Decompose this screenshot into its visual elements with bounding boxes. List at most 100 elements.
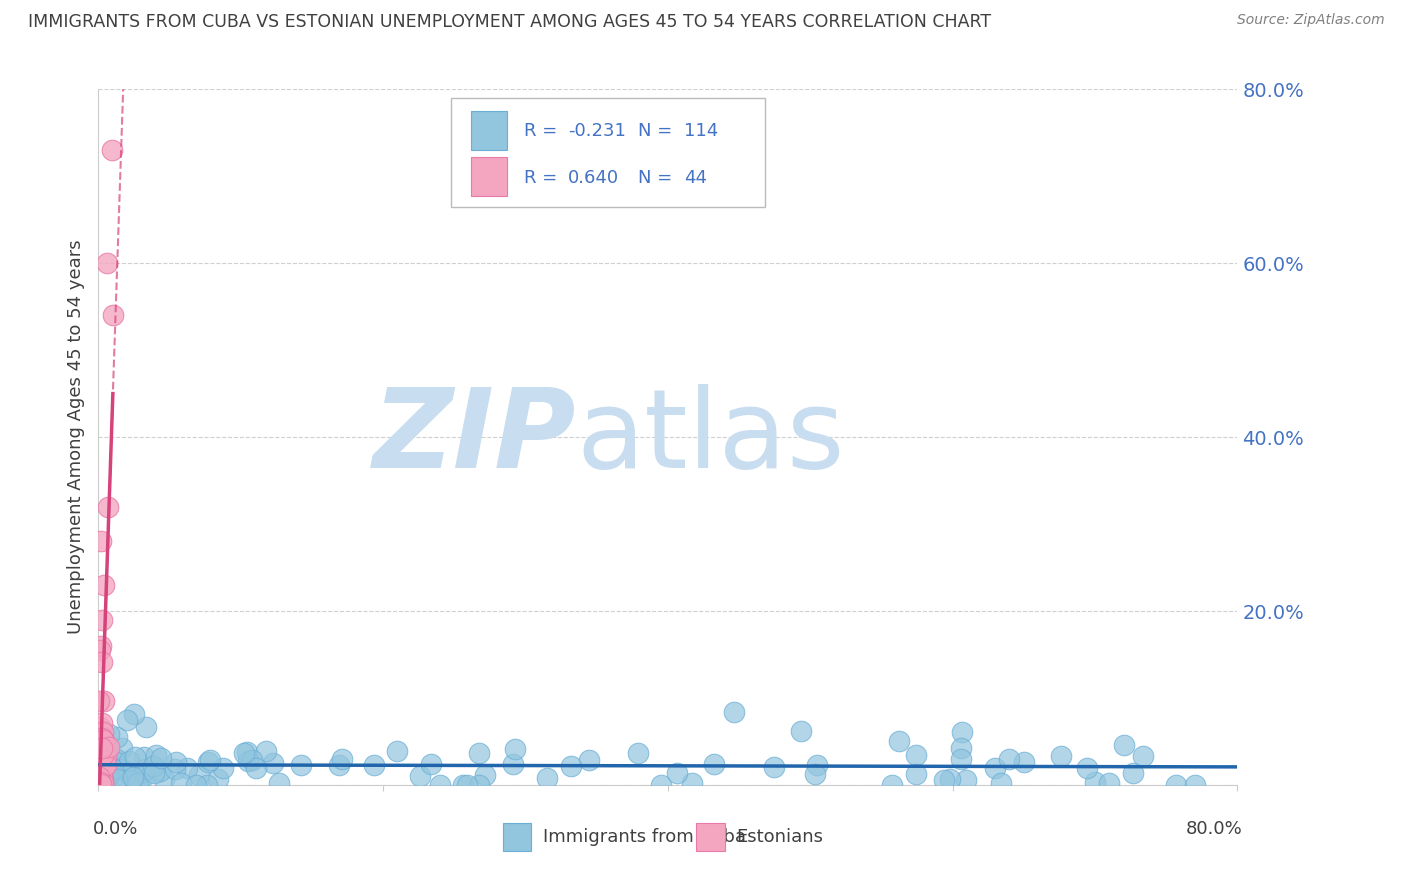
- Point: [91, 656, 114, 670]
- Point: [97, 770, 120, 784]
- Point: [456, 778, 478, 792]
- Point: [98, 759, 121, 773]
- Point: [1012, 755, 1035, 769]
- Point: [93, 578, 115, 592]
- Point: [89, 693, 111, 707]
- Point: [89, 758, 111, 772]
- Point: [184, 778, 207, 792]
- Point: [118, 754, 141, 768]
- Point: [1084, 774, 1107, 789]
- Point: [87, 756, 110, 770]
- Point: [211, 761, 233, 775]
- Point: [94, 757, 117, 772]
- Point: [1122, 765, 1144, 780]
- Point: [93, 694, 115, 708]
- Point: [681, 775, 703, 789]
- Point: [905, 767, 928, 781]
- Point: [503, 742, 526, 756]
- Point: [1132, 749, 1154, 764]
- Point: [806, 757, 828, 772]
- Point: [703, 756, 725, 771]
- Point: [91, 776, 114, 790]
- Point: [143, 765, 166, 780]
- Bar: [503, 823, 531, 851]
- Point: [93, 759, 115, 773]
- Point: [453, 778, 475, 792]
- Point: [880, 778, 903, 792]
- Point: [153, 772, 176, 787]
- Point: [89, 753, 111, 767]
- Point: [1114, 739, 1136, 753]
- Point: [165, 756, 187, 770]
- Point: [467, 778, 489, 792]
- Point: [950, 725, 973, 739]
- Point: [96, 758, 118, 772]
- Point: [232, 746, 254, 760]
- Point: [290, 758, 312, 772]
- Text: ZIP: ZIP: [373, 384, 576, 491]
- Point: [474, 768, 496, 782]
- Point: [105, 730, 128, 744]
- Point: [132, 749, 155, 764]
- Text: 114: 114: [683, 122, 718, 140]
- Point: [121, 770, 143, 784]
- Bar: [471, 157, 508, 195]
- Point: [195, 778, 218, 792]
- Point: [90, 731, 112, 746]
- Point: [238, 755, 260, 769]
- Point: [101, 143, 124, 157]
- Point: [111, 740, 134, 755]
- Point: [419, 757, 441, 772]
- Point: [650, 778, 672, 792]
- Point: [135, 720, 157, 734]
- Text: Immigrants from Cuba: Immigrants from Cuba: [543, 828, 745, 847]
- Point: [115, 764, 138, 779]
- Point: [149, 764, 172, 778]
- Point: [197, 755, 219, 769]
- Point: [170, 776, 193, 790]
- Point: [207, 772, 229, 787]
- Point: [90, 776, 112, 790]
- Text: N =: N =: [638, 169, 678, 186]
- Point: [762, 760, 785, 774]
- Point: [145, 748, 167, 763]
- Point: [97, 770, 120, 784]
- Text: N =: N =: [638, 122, 678, 140]
- Point: [627, 746, 650, 760]
- Point: [269, 776, 291, 790]
- Point: [98, 765, 121, 780]
- Point: [955, 772, 977, 787]
- Point: [94, 773, 117, 788]
- Point: [1049, 748, 1071, 763]
- Point: [90, 716, 112, 731]
- Point: [990, 776, 1012, 790]
- Point: [328, 758, 350, 772]
- Point: [89, 750, 111, 764]
- Point: [89, 774, 111, 789]
- Point: [91, 777, 114, 791]
- Text: R =: R =: [524, 122, 564, 140]
- Point: [110, 762, 132, 776]
- Point: [94, 756, 117, 771]
- Point: [89, 776, 111, 790]
- Text: 44: 44: [683, 169, 707, 186]
- Point: [89, 743, 111, 757]
- Point: [950, 740, 973, 755]
- Text: IMMIGRANTS FROM CUBA VS ESTONIAN UNEMPLOYMENT AMONG AGES 45 TO 54 YEARS CORRELAT: IMMIGRANTS FROM CUBA VS ESTONIAN UNEMPLO…: [28, 13, 991, 31]
- Point: [132, 764, 155, 779]
- Point: [165, 762, 187, 776]
- Point: [141, 759, 163, 773]
- Y-axis label: Unemployment Among Ages 45 to 54 years: Unemployment Among Ages 45 to 54 years: [66, 240, 84, 634]
- Point: [240, 752, 263, 766]
- Point: [134, 762, 156, 776]
- Point: [330, 752, 353, 766]
- Point: [1076, 761, 1098, 775]
- Point: [134, 769, 156, 783]
- Point: [90, 776, 112, 790]
- Point: [790, 723, 813, 738]
- Point: [94, 748, 117, 763]
- Point: [149, 750, 172, 764]
- Text: R =: R =: [524, 169, 564, 186]
- Point: [97, 727, 120, 741]
- Point: [409, 769, 432, 783]
